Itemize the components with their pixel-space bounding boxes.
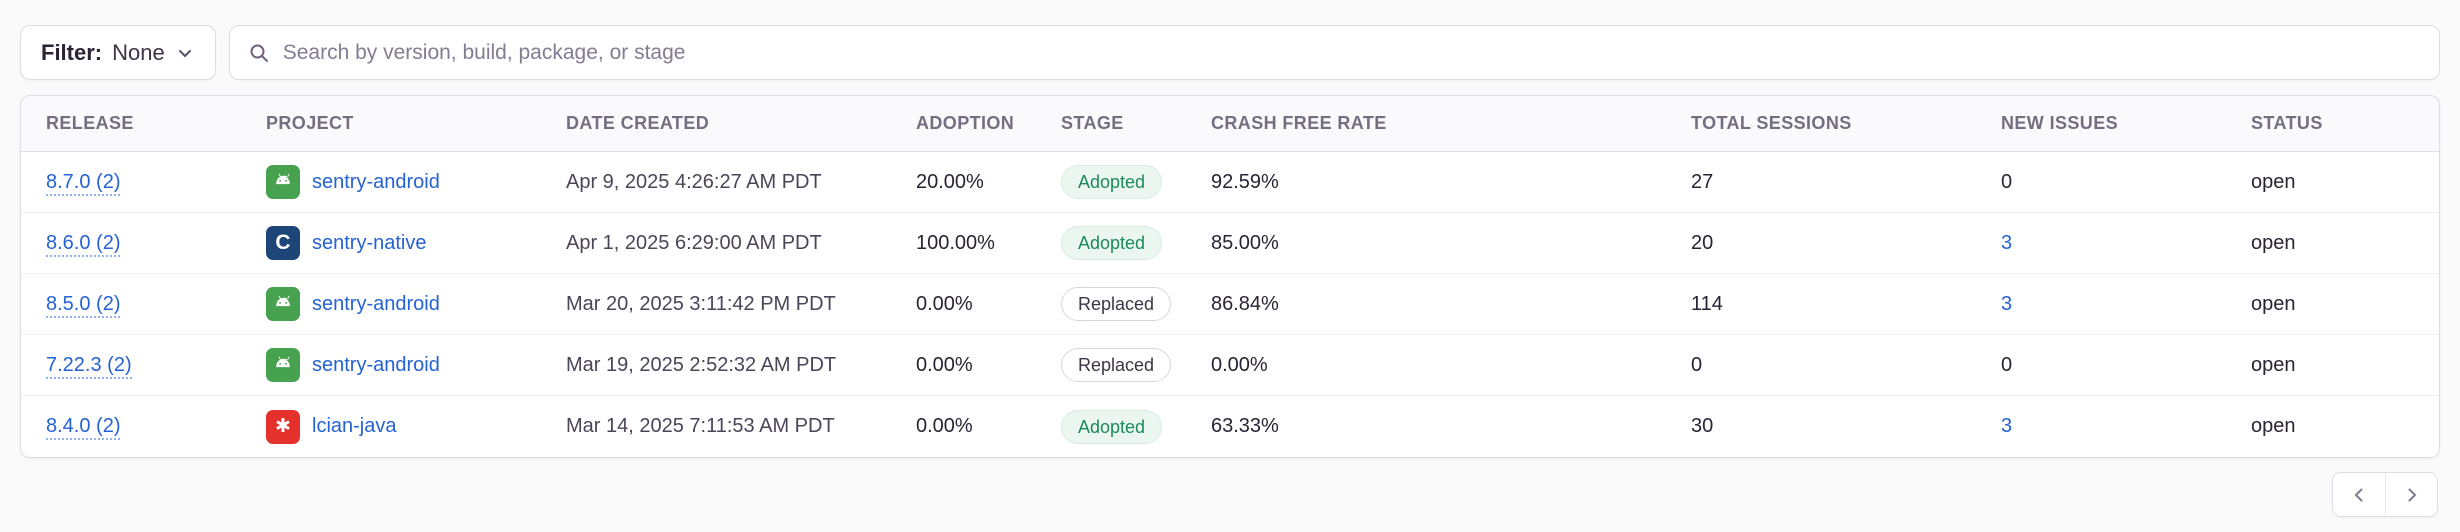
column-header-date: DATE CREATED xyxy=(566,113,710,133)
column-header-project: PROJECT xyxy=(266,113,354,133)
releases-table: RELEASE PROJECT DATE CREATED ADOPTION STAGE C… xyxy=(20,95,2440,458)
new-issues-value: 0 xyxy=(2001,353,2013,376)
new-issues-value: 0 xyxy=(2001,170,2013,193)
column-header-adoption: ADOPTION xyxy=(916,113,1015,133)
new-issues-value: 3 xyxy=(2001,293,2251,316)
adoption-value: 0.00% xyxy=(916,292,973,315)
table-row: 8.5.0 (2) sentry-android Mar 20, 2025 3:… xyxy=(21,274,2439,335)
stage-badge: Adopted xyxy=(1061,165,1163,199)
table-row: 8.4.0 (2) ✱ lcian-java Mar 14, 2025 7:11… xyxy=(21,396,2439,457)
crash-free-rate-value: 0.00% xyxy=(1211,353,1268,376)
project-link[interactable]: lcian-java xyxy=(312,415,397,437)
status-value: open xyxy=(2251,415,2296,437)
filter-value: None xyxy=(112,39,165,65)
column-header-status: STATUS xyxy=(2251,113,2323,133)
search-icon xyxy=(248,42,270,64)
release-link[interactable]: 8.6.0 (2) xyxy=(46,231,121,257)
table-row: 8.7.0 (2) sentry-android Apr 9, 2025 4:2… xyxy=(21,152,2439,213)
status-value: open xyxy=(2251,231,2296,254)
project-link[interactable]: sentry-android xyxy=(312,353,440,376)
column-header-new_issues: NEW ISSUES xyxy=(2001,113,2119,133)
release-link[interactable]: 8.7.0 (2) xyxy=(46,170,121,196)
total-sessions-value: 27 xyxy=(1691,170,1714,193)
stage-badge: Adopted xyxy=(1061,226,1163,260)
status-value: open xyxy=(2251,170,2296,193)
table-header-row: RELEASE PROJECT DATE CREATED ADOPTION STAGE C… xyxy=(21,96,2439,152)
search-bar xyxy=(228,25,2440,80)
pagination xyxy=(2332,472,2438,517)
chevron-right-icon xyxy=(2403,486,2421,504)
total-sessions-value: 114 xyxy=(1691,292,1723,315)
total-sessions-value: 0 xyxy=(1691,353,1703,376)
status-value: open xyxy=(2251,292,2296,315)
previous-page-button[interactable] xyxy=(2333,473,2385,516)
crash-free-rate-value: 86.84% xyxy=(1211,292,1279,315)
release-link[interactable]: 8.4.0 (2) xyxy=(46,415,121,440)
new-issues-link[interactable]: 3 xyxy=(2001,292,2013,315)
adoption-value: 0.00% xyxy=(916,415,973,437)
total-sessions-value: 20 xyxy=(1691,231,1714,254)
c-language-icon: C xyxy=(266,226,300,260)
chevron-down-icon xyxy=(175,43,195,63)
filter-label: Filter: xyxy=(41,39,103,65)
stage-badge: Replaced xyxy=(1061,348,1172,382)
date-created-value: Mar 14, 2025 7:11:53 AM PDT xyxy=(566,415,835,437)
adoption-value: 0.00% xyxy=(916,353,973,376)
adoption-value: 100.00% xyxy=(916,231,995,254)
filter-dropdown[interactable]: Filter: None xyxy=(20,25,216,80)
release-link[interactable]: 8.5.0 (2) xyxy=(46,292,121,318)
chevron-left-icon xyxy=(2350,486,2368,504)
new-issues-value: 3 xyxy=(2001,232,2251,255)
project-link[interactable]: sentry-android xyxy=(312,292,440,315)
android-icon xyxy=(266,348,300,382)
search-input[interactable] xyxy=(282,40,2421,65)
column-header-release: RELEASE xyxy=(46,113,134,133)
crash-free-rate-value: 63.33% xyxy=(1211,415,1279,437)
table-body: 8.7.0 (2) sentry-android Apr 9, 2025 4:2… xyxy=(21,152,2439,457)
date-created-value: Mar 19, 2025 2:52:32 AM PDT xyxy=(566,353,837,376)
adoption-value: 20.00% xyxy=(916,170,984,193)
date-created-value: Apr 9, 2025 4:26:27 AM PDT xyxy=(566,170,822,193)
column-header-stage: STAGE xyxy=(1061,113,1124,133)
release-link[interactable]: 7.22.3 (2) xyxy=(46,353,132,379)
column-header-sessions: TOTAL SESSIONS xyxy=(1691,113,1852,133)
crash-free-rate-value: 92.59% xyxy=(1211,170,1279,193)
date-created-value: Mar 20, 2025 3:11:42 PM PDT xyxy=(566,292,836,315)
new-issues-value: 3 xyxy=(2001,415,2251,438)
table-row: 7.22.3 (2) sentry-android Mar 19, 2025 2… xyxy=(21,335,2439,396)
android-icon xyxy=(266,287,300,321)
android-icon xyxy=(266,165,300,199)
toolbar: Filter: None xyxy=(20,25,2440,80)
java-icon: ✱ xyxy=(266,409,300,444)
project-link[interactable]: sentry-android xyxy=(312,170,440,193)
table-row: 8.6.0 (2) C sentry-native Apr 1, 2025 6:… xyxy=(21,213,2439,274)
stage-badge: Adopted xyxy=(1061,409,1163,444)
new-issues-link[interactable]: 3 xyxy=(2001,415,2013,437)
crash-free-rate-value: 85.00% xyxy=(1211,231,1279,254)
date-created-value: Apr 1, 2025 6:29:00 AM PDT xyxy=(566,231,822,254)
new-issues-link[interactable]: 3 xyxy=(2001,231,2013,254)
total-sessions-value: 30 xyxy=(1691,415,1714,437)
column-header-crash_free: CRASH FREE RATE xyxy=(1211,113,1387,133)
status-value: open xyxy=(2251,353,2296,376)
project-link[interactable]: sentry-native xyxy=(312,231,427,254)
next-page-button[interactable] xyxy=(2385,473,2437,516)
stage-badge: Replaced xyxy=(1061,287,1172,321)
